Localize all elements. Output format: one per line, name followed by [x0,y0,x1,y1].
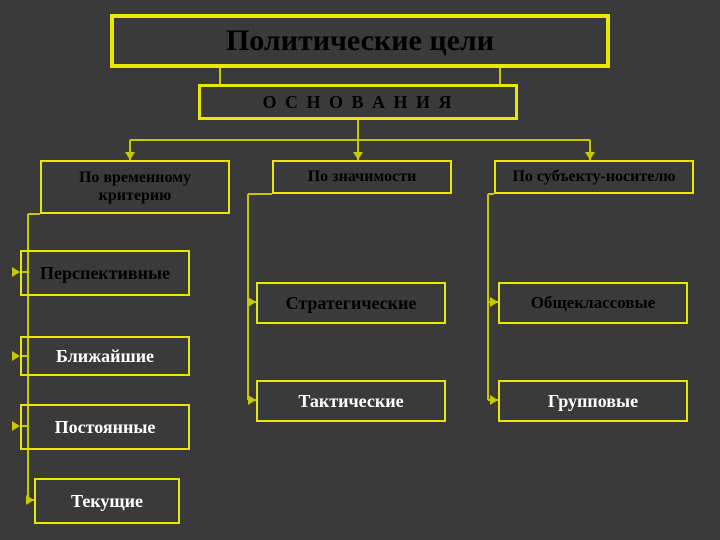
col2-box-0-label: Стратегические [286,293,417,314]
subtitle-text: О С Н О В А Н И Я [262,92,453,113]
title-box: Политические цели [110,14,610,68]
col2-box-1-label: Тактические [298,391,403,412]
col3-box-0: Общеклассовые [498,282,688,324]
col1-box-1-label: Ближайшие [56,346,154,367]
col1-box-2: Постоянные [20,404,190,450]
subtitle-box: О С Н О В А Н И Я [198,84,518,120]
col2-box-0: Стратегические [256,282,446,324]
col1-box-0: Перспективные [20,250,190,296]
category-box-2-label: По субъекту-носителю [512,168,675,186]
col1-box-0-label: Перспективные [40,263,170,284]
col2-box-1: Тактические [256,380,446,422]
col1-box-1: Ближайшие [20,336,190,376]
category-box-0: По временному критерию [40,160,230,214]
col1-box-2-label: Постоянные [55,417,156,438]
col3-box-0-label: Общеклассовые [531,293,656,313]
col3-box-1: Групповые [498,380,688,422]
title-text: Политические цели [226,24,494,58]
category-box-1-label: По значимости [308,168,417,186]
category-box-2: По субъекту-носителю [494,160,694,194]
col1-box-3-label: Текущие [71,491,143,512]
col1-box-3: Текущие [34,478,180,524]
col3-box-1-label: Групповые [548,391,638,412]
category-box-0-label: По временному критерию [48,169,222,205]
category-box-1: По значимости [272,160,452,194]
